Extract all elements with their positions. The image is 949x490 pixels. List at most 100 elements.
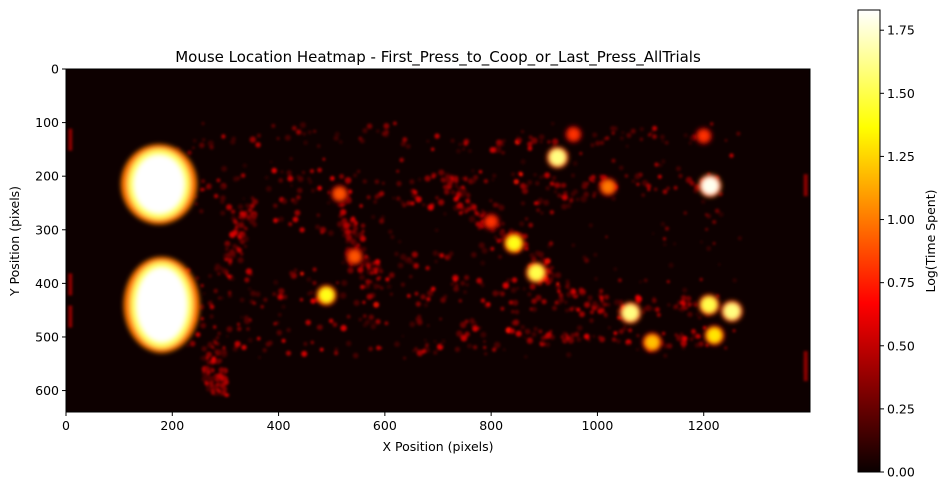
heat-cell-979 <box>379 346 383 350</box>
heat-cell-682 <box>557 289 561 293</box>
heat-cell-1 <box>520 183 526 189</box>
heat-cell-674 <box>555 284 560 289</box>
heat-cell-607 <box>359 274 365 281</box>
heat-cell-367 <box>305 319 312 326</box>
heat-cell-802 <box>213 340 218 345</box>
heat-cell-963 <box>732 329 736 333</box>
heat-cell-600 <box>345 234 353 241</box>
heat-cell-1001 <box>371 215 376 219</box>
heat-cell-1127 <box>390 235 395 239</box>
heat-cell-1135 <box>362 261 367 266</box>
heat-cell-1144 <box>362 322 368 328</box>
heat-cell-347 <box>217 296 222 300</box>
heat-cell-1096 <box>693 188 699 194</box>
heat-cell-424 <box>554 301 558 305</box>
heat-cell-279 <box>413 262 419 269</box>
heat-cell-819 <box>211 356 215 361</box>
heat-cell-415 <box>459 321 467 329</box>
heat-cell-351 <box>275 321 280 325</box>
heat-cell-1159 <box>242 163 247 168</box>
heat-cell-28 <box>356 169 361 174</box>
heat-cell-625 <box>369 280 373 284</box>
heat-cell-171 <box>187 150 192 155</box>
heat-cell-177 <box>207 140 214 147</box>
heat-cell-222 <box>425 265 430 271</box>
heat-cell-686 <box>546 265 550 270</box>
heat-cell-1038 <box>341 261 345 265</box>
heat-cell-362 <box>472 325 479 332</box>
heat-cell-1111 <box>705 213 708 217</box>
heat-cell-556 <box>667 343 673 349</box>
heat-cell-235 <box>563 191 568 196</box>
heat-cell-911 <box>709 122 714 126</box>
heat-cell-467 <box>635 295 643 303</box>
colorbar <box>857 9 881 473</box>
heat-cell-743 <box>467 207 472 212</box>
heat-cell-965 <box>659 163 663 167</box>
heat-cell-1086 <box>649 306 654 311</box>
heat-cell-218 <box>411 251 418 258</box>
heat-cell-1084 <box>406 200 412 206</box>
heat-cell-1123 <box>326 201 331 205</box>
heat-cell-146 <box>333 135 339 141</box>
heat-cell-85 <box>465 198 471 204</box>
heat-cell-1073 <box>539 140 543 144</box>
heat-cell-459 <box>365 279 371 285</box>
heat-cell-1143 <box>206 356 210 360</box>
heat-cell-232 <box>575 197 580 202</box>
heat-cell-1030 <box>229 275 235 282</box>
heat-cell-608 <box>361 229 365 233</box>
y-tick-label-5: 500 <box>35 329 59 344</box>
heat-cell-169 <box>255 142 261 148</box>
heat-cell-680 <box>545 280 551 286</box>
heat-cell-1108 <box>412 349 416 353</box>
heat-cell-22 <box>302 171 305 174</box>
heat-cell-154 <box>527 146 533 151</box>
heat-cell-464 <box>312 280 317 286</box>
heat-cell-953 <box>531 306 537 312</box>
heat-cell-336 <box>531 298 537 305</box>
heat-cell-954 <box>257 355 262 360</box>
heat-cell-383 <box>533 326 538 332</box>
heat-cell-1117 <box>328 318 334 324</box>
x-tick-label-4: 800 <box>479 418 503 433</box>
heat-cell-93 <box>437 199 445 206</box>
heat-cell-590 <box>352 239 358 244</box>
heat-cell-296 <box>426 297 431 302</box>
heat-cell-1100 <box>273 280 279 285</box>
heat-cell-824 <box>211 368 215 373</box>
heat-cell-172 <box>649 131 653 135</box>
heat-cell-352 <box>464 319 469 324</box>
heat-cell-250 <box>278 216 284 222</box>
heat-cell-1079 <box>705 227 709 231</box>
edge-glow-5 <box>803 359 808 382</box>
heat-cell-978 <box>627 342 631 346</box>
heat-cell-115 <box>554 182 561 189</box>
heat-cell-1109 <box>661 159 666 164</box>
heat-cell-272 <box>397 262 404 269</box>
heat-cell-508 <box>215 336 220 340</box>
heat-cell-19 <box>424 175 431 182</box>
heat-cell-1035 <box>618 165 624 171</box>
heat-cell-16 <box>438 169 445 176</box>
heat-cell-479 <box>535 294 542 301</box>
heat-cell-41 <box>345 179 350 185</box>
heat-cell-265 <box>361 246 367 252</box>
hotspot-0 <box>134 155 184 214</box>
heat-cell-615 <box>376 276 381 281</box>
heat-cell-660 <box>525 247 529 251</box>
heat-cell-224 <box>561 194 568 201</box>
x-axis: 0 200 400 600 800 1000 1200 <box>62 412 720 433</box>
heat-cell-5 <box>374 179 380 184</box>
heat-cell-895 <box>243 244 248 248</box>
heat-cell-136 <box>666 186 670 191</box>
heat-cell-1017 <box>497 149 502 153</box>
heat-cell-693 <box>548 270 553 275</box>
heat-cell-262 <box>592 191 597 196</box>
heat-cell-836 <box>212 375 217 380</box>
heat-cell-1105 <box>579 151 583 156</box>
heat-cell-148 <box>202 138 206 142</box>
heat-cell-207 <box>605 136 610 141</box>
heat-cell-281 <box>406 294 411 298</box>
heat-cell-975 <box>590 143 595 148</box>
